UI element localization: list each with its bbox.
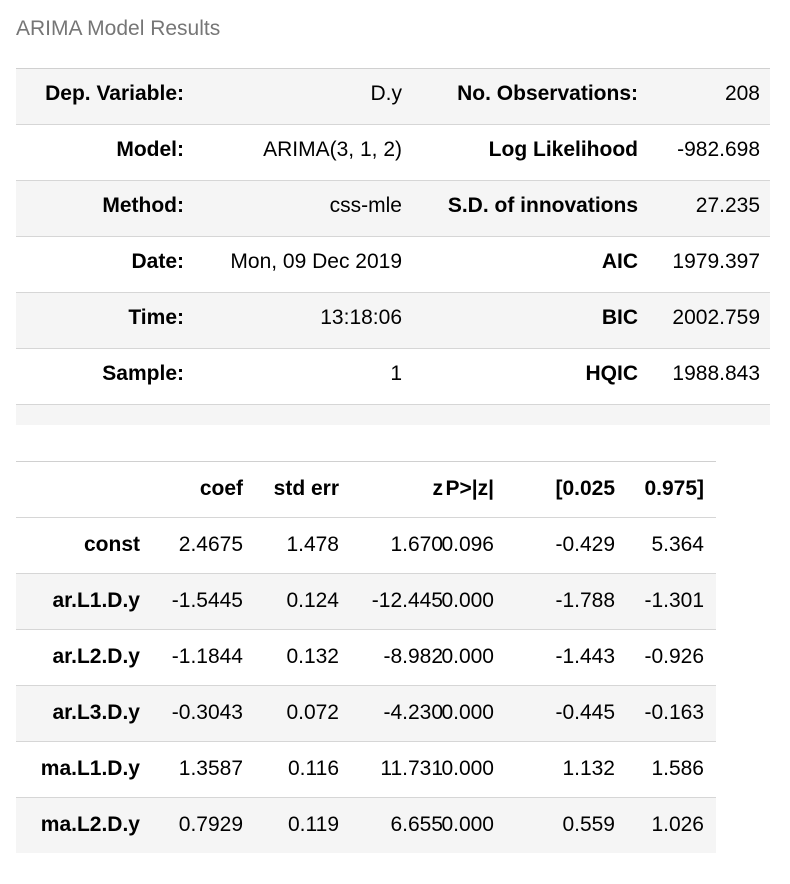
summary-label: AIC (601, 250, 638, 273)
summary-label: BIC (601, 306, 638, 329)
table-cell: -0.926 (644, 645, 704, 668)
summary-row: Method: css-mle S.D. of innovations 27.2… (16, 181, 770, 237)
summary-value: -982.698 (677, 138, 760, 161)
row-label: ar.L1.D.y (52, 589, 140, 612)
coefficient-table: coef std err z P>|z| [0.025 0.975] const… (16, 461, 716, 853)
table-cell: 1.132 (562, 757, 615, 780)
table-row: ar.L1.D.y -1.5445 0.124 -12.445 0.000 -1… (16, 574, 716, 630)
summary-value: 1979.397 (672, 250, 760, 273)
summary-row: Model: ARIMA(3, 1, 2) Log Likelihood -98… (16, 125, 770, 181)
table-cell: -0.163 (644, 701, 704, 724)
table-row: ma.L1.D.y 1.3587 0.116 11.731 0.000 1.13… (16, 742, 716, 798)
table-cell: 0.096 (441, 533, 494, 556)
table-row: ma.L2.D.y 0.7929 0.119 6.655 0.000 0.559… (16, 798, 716, 853)
table-cell: 0.116 (288, 757, 339, 780)
summary-label: No. Observations: (457, 82, 638, 105)
table-cell: 1.026 (651, 813, 704, 836)
summary-label: Date: (131, 250, 184, 273)
row-label: ma.L2.D.y (40, 813, 140, 836)
summary-value: Mon, 09 Dec 2019 (230, 250, 402, 273)
table-cell: 0.559 (562, 813, 615, 836)
table-cell: 2.4675 (178, 533, 243, 556)
row-label: const (83, 533, 140, 556)
table-cell: 0.000 (441, 645, 494, 668)
table-cell: 0.132 (286, 645, 339, 668)
table-cell: -4.230 (383, 701, 443, 724)
table-row: const 2.4675 1.478 1.670 0.096 -0.429 5.… (16, 518, 716, 574)
summary-row: Dep. Variable: D.y No. Observations: 208 (16, 69, 770, 125)
table-caption: ARIMA Model Results (16, 17, 221, 40)
summary-value: 1988.843 (672, 362, 760, 385)
table-cell: 11.731 (380, 757, 443, 780)
summary-spacer-row (16, 405, 770, 425)
table-cell: 1.3587 (178, 757, 243, 780)
table-row: ar.L3.D.y -0.3043 0.072 -4.230 0.000 -0.… (16, 686, 716, 742)
summary-label: HQIC (585, 362, 639, 385)
coef-header-row: coef std err z P>|z| [0.025 0.975] (16, 462, 716, 518)
table-cell: -0.445 (555, 701, 615, 724)
summary-label: Sample: (102, 362, 184, 385)
summary-value: 208 (724, 82, 760, 105)
summary-label: Dep. Variable: (45, 82, 184, 105)
table-cell: 0.7929 (178, 813, 243, 836)
column-header: coef (199, 477, 243, 500)
summary-value: ARIMA(3, 1, 2) (263, 138, 402, 161)
table-cell: 0.000 (441, 589, 494, 612)
table-row: ar.L2.D.y -1.1844 0.132 -8.982 0.000 -1.… (16, 630, 716, 686)
table-cell: 1.478 (286, 533, 339, 556)
table-cell: 5.364 (651, 533, 704, 556)
table-cell: 1.586 (651, 757, 704, 780)
column-header: z (432, 477, 444, 500)
column-header: P>|z| (445, 477, 494, 500)
table-cell: 0.000 (441, 813, 494, 836)
summary-value: D.y (370, 82, 403, 105)
table-cell: 0.124 (286, 589, 339, 612)
table-cell: -1.788 (555, 589, 615, 612)
table-cell: 1.670 (390, 533, 443, 556)
table-cell: -8.982 (383, 645, 443, 668)
summary-value: 13:18:06 (320, 306, 402, 329)
summary-value: 2002.759 (672, 306, 760, 329)
table-cell: -1.443 (555, 645, 615, 668)
row-label: ma.L1.D.y (40, 757, 140, 780)
summary-label: Method: (102, 194, 184, 217)
column-header: 0.975] (644, 477, 704, 500)
table-cell: -0.3043 (171, 701, 243, 724)
summary-row: Sample: 1 HQIC 1988.843 (16, 349, 770, 405)
table-cell: -0.429 (555, 533, 615, 556)
summary-value: css-mle (329, 194, 402, 217)
table-cell: 0.119 (288, 813, 339, 836)
table-cell: 0.000 (441, 757, 494, 780)
column-header: [0.025 (555, 477, 615, 500)
row-label: ar.L3.D.y (52, 701, 140, 724)
table-cell: -1.5445 (171, 589, 243, 612)
summary-value: 1 (390, 362, 402, 385)
summary-label: Log Likelihood (488, 138, 638, 161)
table-cell: -1.1844 (171, 645, 243, 668)
model-summary-table: Dep. Variable: D.y No. Observations: 208… (16, 68, 770, 425)
summary-label: Time: (128, 306, 184, 329)
table-cell: 0.072 (286, 701, 339, 724)
table-cell: -1.301 (644, 589, 704, 612)
column-header: std err (273, 477, 339, 500)
row-label: ar.L2.D.y (52, 645, 140, 668)
summary-value: 27.235 (695, 194, 760, 217)
summary-row: Date: Mon, 09 Dec 2019 AIC 1979.397 (16, 237, 770, 293)
summary-row: Time: 13:18:06 BIC 2002.759 (16, 293, 770, 349)
table-cell: -12.445 (371, 589, 443, 612)
table-cell: 6.655 (390, 813, 443, 836)
summary-label: S.D. of innovations (447, 194, 638, 217)
summary-label: Model: (116, 138, 184, 161)
table-cell: 0.000 (441, 701, 494, 724)
